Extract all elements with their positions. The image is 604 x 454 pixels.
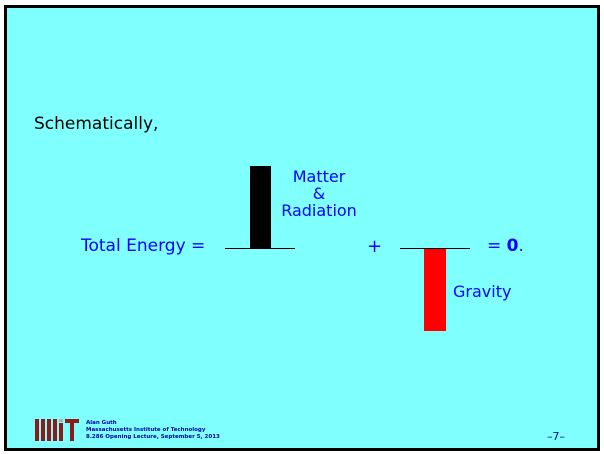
matter-label-line3: Radiation	[281, 201, 357, 220]
plus-sign: +	[367, 236, 383, 257]
equals-zero: = 0.	[487, 236, 524, 256]
gravity-bar	[424, 249, 446, 331]
gravity-baseline	[400, 248, 470, 249]
institution-name: Massachusetts Institute of Technology	[86, 427, 206, 433]
period: .	[518, 236, 524, 256]
zero-value: 0	[506, 236, 519, 256]
matter-label-line2: &	[312, 184, 326, 203]
matter-label-line1: Matter	[292, 167, 346, 186]
equals-sign: =	[487, 236, 507, 256]
author-name: Alan Guth	[86, 420, 117, 426]
mit-logo-icon	[35, 419, 79, 441]
page-number: –7–	[547, 430, 565, 443]
slide: Schematically, Total Energy = Matter & R…	[4, 5, 600, 451]
lead-text: Schematically,	[34, 114, 159, 134]
matter-bar	[250, 166, 271, 249]
total-energy-label: Total Energy =	[81, 236, 206, 256]
matter-radiation-label: Matter & Radiation	[277, 168, 361, 219]
footer-credits: Alan Guth Massachusetts Institute of Tec…	[86, 420, 220, 441]
gravity-label: Gravity	[453, 282, 512, 301]
lecture-info: 8.286 Opening Lecture, September 5, 2013	[86, 434, 220, 440]
